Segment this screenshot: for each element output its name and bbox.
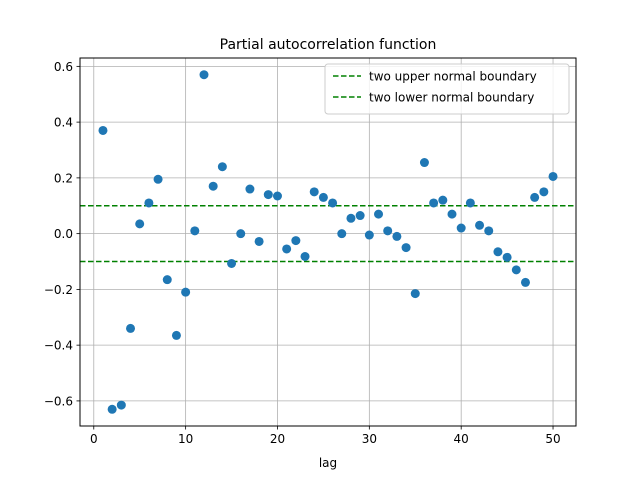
y-ticks: −0.6 −0.4 −0.2 0.0 0.2 0.4 0.6 (44, 60, 80, 408)
data-point (208, 181, 218, 191)
y-tick-label: 0.6 (54, 60, 73, 74)
y-tick-label: −0.6 (44, 394, 73, 408)
data-point (162, 275, 172, 285)
data-point (153, 174, 163, 184)
x-tick-label: 0 (90, 432, 98, 446)
data-point (98, 125, 108, 135)
data-point (126, 323, 136, 333)
legend-label-lower: two lower normal boundary (369, 91, 534, 105)
data-point (401, 243, 411, 253)
data-point (493, 247, 503, 257)
data-point (135, 219, 145, 229)
legend: two upper normal boundary two lower norm… (324, 63, 570, 115)
data-point (410, 289, 420, 299)
data-point (254, 236, 264, 246)
data-point (484, 226, 494, 236)
data-point (282, 244, 292, 254)
data-point (318, 192, 328, 202)
data-point (328, 198, 338, 208)
x-ticks: 0 10 20 30 40 50 (90, 426, 561, 446)
legend-label-upper: two upper normal boundary (369, 70, 537, 84)
data-point (171, 330, 181, 340)
data-point (364, 230, 374, 240)
data-point (181, 287, 191, 297)
y-tick-label: 0.4 (54, 116, 73, 130)
data-point (548, 171, 558, 181)
data-point (227, 258, 237, 268)
data-point (419, 158, 429, 168)
x-tick-label: 20 (270, 432, 285, 446)
data-point (346, 213, 356, 223)
data-point (539, 187, 549, 197)
x-axis-label: lag (319, 456, 337, 470)
data-point (263, 190, 273, 200)
data-point (217, 162, 227, 172)
data-point (337, 229, 347, 239)
y-tick-label: −0.2 (44, 283, 73, 297)
data-point (520, 277, 530, 287)
x-tick-label: 10 (178, 432, 193, 446)
data-point (383, 226, 393, 236)
data-point (190, 226, 200, 236)
data-point (374, 209, 384, 219)
data-point (116, 400, 126, 410)
x-tick-label: 40 (454, 432, 469, 446)
plot-frame (79, 57, 577, 427)
data-point (465, 198, 475, 208)
data-point (355, 211, 365, 221)
data-point (511, 265, 521, 275)
data-point (144, 198, 154, 208)
x-tick-label: 30 (362, 432, 377, 446)
data-point (502, 252, 512, 262)
data-point (475, 220, 485, 230)
data-point (447, 209, 457, 219)
data-point (456, 223, 466, 233)
data-point (309, 187, 319, 197)
data-point (272, 191, 282, 201)
data-point (236, 229, 246, 239)
y-tick-label: −0.4 (44, 339, 73, 353)
grid (80, 58, 576, 426)
data-point (107, 404, 117, 414)
data-point (199, 70, 209, 80)
legend-box (324, 63, 570, 115)
y-tick-label: 0.0 (54, 227, 73, 241)
x-tick-label: 50 (545, 432, 560, 446)
data-point (291, 236, 301, 246)
data-point (245, 184, 255, 194)
chart-title: Partial autocorrelation function (220, 37, 437, 53)
data-point (530, 192, 540, 202)
data-points (98, 70, 558, 414)
data-point (438, 195, 448, 205)
boundary-lines (80, 205, 576, 263)
data-point (300, 251, 310, 261)
data-point (429, 198, 439, 208)
data-point (392, 231, 402, 241)
y-tick-label: 0.2 (54, 171, 73, 185)
